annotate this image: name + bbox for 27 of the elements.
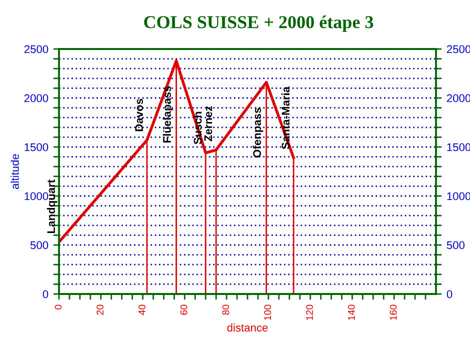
annotation: Davos — [135, 98, 144, 132]
annotation: Susch — [193, 112, 202, 144]
y-tick-label: 2500 — [24, 45, 48, 54]
x-tick-label: 60 — [180, 304, 188, 315]
x-axis-title: distance — [227, 323, 268, 332]
y-tick-label: 500 — [30, 241, 48, 250]
x-tick-label: 0 — [54, 304, 62, 310]
y-tick-label: 1000 — [24, 192, 48, 200]
x-tick-label: 140 — [348, 304, 355, 320]
y2-tick-label: 0 — [446, 290, 452, 298]
x-tick-label: 40 — [138, 304, 146, 316]
annotation: Zernez — [204, 106, 212, 142]
x-tick-label: 120 — [306, 304, 313, 320]
x-tick-label: 20 — [96, 304, 104, 315]
x-tick-label: 160 — [390, 304, 397, 320]
annotation: Flüelapass — [162, 86, 174, 142]
annotation: Landquart — [46, 180, 58, 233]
annotation: Ofenpass — [252, 108, 264, 158]
y-axis-title: altitude — [10, 154, 19, 189]
y-tick-label: 0 — [42, 290, 48, 298]
y-tick-label: 1500 — [24, 143, 48, 152]
x-tick-label: 100 — [264, 304, 272, 320]
y-tick-label: 2000 — [24, 94, 48, 102]
x-tick-label: 80 — [222, 304, 230, 315]
y2-tick-label: 500 — [446, 241, 465, 250]
annotation: Santa-Maria — [281, 86, 290, 150]
chart-title: COLS SUISSE + 2000 étape 3 — [144, 16, 374, 32]
